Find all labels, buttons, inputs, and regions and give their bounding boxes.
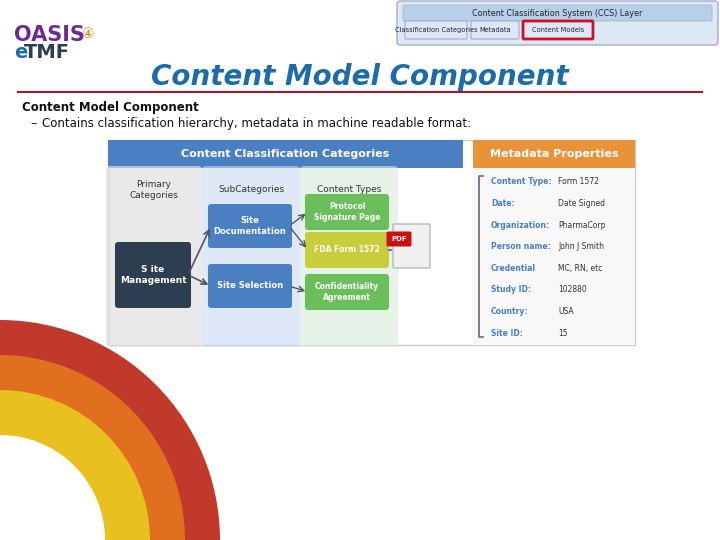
Text: 102880: 102880 — [558, 285, 587, 294]
Text: e: e — [14, 43, 27, 62]
Text: Site ID:: Site ID: — [491, 328, 523, 338]
Text: Protocol
Signature Page: Protocol Signature Page — [314, 202, 380, 222]
Text: SubCategories: SubCategories — [218, 186, 284, 194]
Text: PharmaCorp: PharmaCorp — [558, 221, 606, 230]
FancyBboxPatch shape — [405, 21, 467, 39]
FancyBboxPatch shape — [208, 264, 292, 308]
FancyBboxPatch shape — [108, 140, 635, 345]
FancyBboxPatch shape — [473, 168, 635, 345]
Text: Classification Categories: Classification Categories — [395, 27, 477, 33]
Text: Contains classification hierarchy, metadata in machine readable format:: Contains classification hierarchy, metad… — [42, 118, 471, 131]
Text: TMF: TMF — [24, 43, 70, 62]
Text: Country:: Country: — [491, 307, 528, 316]
FancyBboxPatch shape — [106, 166, 202, 347]
FancyBboxPatch shape — [523, 21, 593, 39]
Text: Content Models: Content Models — [532, 27, 584, 33]
Text: Credential: Credential — [491, 264, 536, 273]
FancyBboxPatch shape — [473, 140, 635, 168]
Text: Date:: Date: — [491, 199, 515, 208]
Text: Metadata: Metadata — [480, 27, 510, 33]
FancyBboxPatch shape — [305, 194, 389, 230]
Text: MC, RN, etc: MC, RN, etc — [558, 264, 603, 273]
FancyBboxPatch shape — [208, 204, 292, 248]
Text: PDF: PDF — [391, 236, 407, 242]
Text: Form 1572: Form 1572 — [558, 178, 599, 186]
FancyBboxPatch shape — [305, 274, 389, 310]
FancyBboxPatch shape — [387, 232, 412, 246]
Text: Site Selection: Site Selection — [217, 281, 283, 291]
Text: Content Type:: Content Type: — [491, 178, 552, 186]
FancyBboxPatch shape — [471, 21, 519, 39]
Text: Organization:: Organization: — [491, 221, 550, 230]
Text: Content Types: Content Types — [317, 186, 381, 194]
FancyBboxPatch shape — [397, 1, 718, 45]
Text: John J Smith: John J Smith — [558, 242, 604, 251]
Text: Date Signed: Date Signed — [558, 199, 605, 208]
FancyBboxPatch shape — [300, 166, 398, 347]
Text: Content Model Component: Content Model Component — [151, 63, 569, 91]
Text: USA: USA — [558, 307, 574, 316]
Text: Person name:: Person name: — [491, 242, 551, 251]
Text: Metadata Properties: Metadata Properties — [490, 149, 618, 159]
Text: Study ID:: Study ID: — [491, 285, 531, 294]
Wedge shape — [0, 355, 185, 540]
Text: –: – — [30, 118, 36, 131]
FancyBboxPatch shape — [403, 5, 712, 21]
Text: Content Model Component: Content Model Component — [22, 102, 199, 114]
FancyBboxPatch shape — [202, 166, 300, 347]
Text: Site
Documentation: Site Documentation — [214, 217, 287, 235]
FancyBboxPatch shape — [393, 224, 430, 268]
FancyBboxPatch shape — [108, 140, 463, 168]
Wedge shape — [0, 320, 220, 540]
Wedge shape — [0, 390, 150, 540]
Text: ④: ④ — [82, 27, 94, 41]
FancyBboxPatch shape — [115, 242, 191, 308]
Text: Confidentiality
Agreement: Confidentiality Agreement — [315, 282, 379, 302]
Text: FDA Form 1572: FDA Form 1572 — [314, 246, 380, 254]
FancyBboxPatch shape — [305, 232, 389, 268]
Text: S ite
Management: S ite Management — [120, 265, 186, 285]
Text: OASIS: OASIS — [14, 25, 85, 45]
Text: Primary
Categories: Primary Categories — [130, 180, 179, 200]
Text: Content Classification Categories: Content Classification Categories — [181, 149, 390, 159]
Text: Content Classification System (CCS) Layer: Content Classification System (CCS) Laye… — [472, 9, 642, 17]
Text: 15: 15 — [558, 328, 567, 338]
